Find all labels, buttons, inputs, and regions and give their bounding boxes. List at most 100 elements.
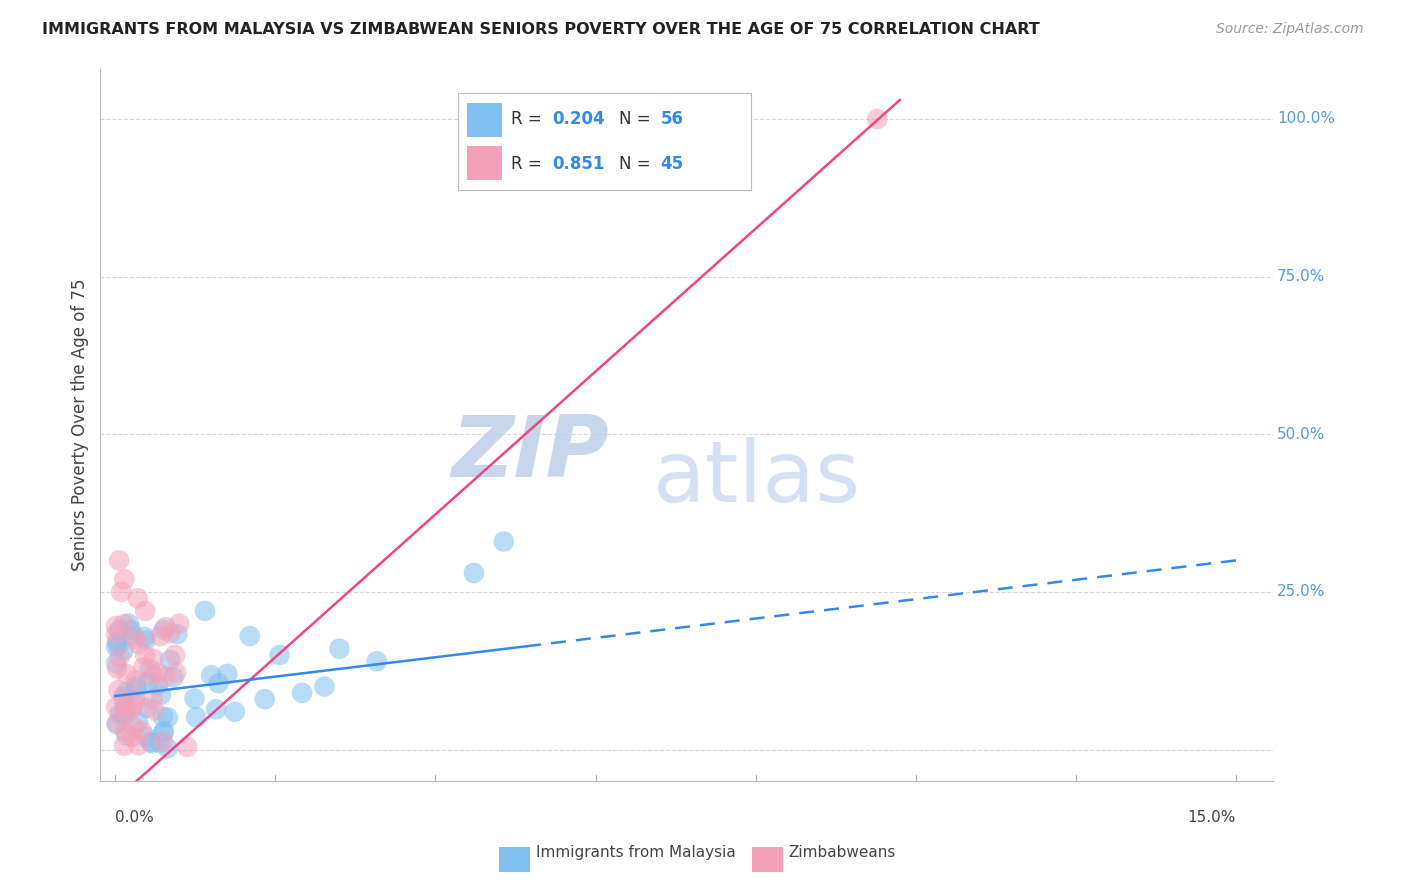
Point	[143, 703, 166, 717]
Point	[207, 676, 229, 690]
Text: 0.0%: 0.0%	[115, 810, 155, 824]
Point	[239, 629, 262, 643]
Point	[105, 700, 128, 714]
Point	[124, 673, 146, 688]
Y-axis label: Seniors Poverty Over the Age of 75: Seniors Poverty Over the Age of 75	[72, 278, 89, 571]
Point	[114, 724, 136, 739]
Point	[134, 630, 156, 644]
Point	[205, 702, 228, 716]
Point	[291, 686, 314, 700]
Point	[492, 534, 515, 549]
Point	[152, 623, 174, 637]
Point	[183, 691, 205, 706]
Point	[115, 728, 138, 742]
Point	[115, 685, 138, 699]
Point	[110, 585, 132, 599]
Point	[328, 641, 350, 656]
Point	[224, 705, 246, 719]
Point	[132, 660, 155, 674]
Point	[314, 680, 336, 694]
Point	[159, 626, 181, 640]
Point	[105, 640, 128, 654]
Point	[166, 627, 188, 641]
Point	[165, 665, 187, 680]
Point	[269, 648, 291, 662]
Point	[141, 736, 163, 750]
Point	[127, 591, 149, 606]
Point	[107, 683, 129, 698]
Point	[108, 707, 131, 722]
Point	[152, 725, 174, 739]
Point	[149, 736, 172, 750]
Text: 75.0%: 75.0%	[1277, 269, 1326, 285]
Point	[150, 688, 173, 702]
Point	[105, 657, 128, 671]
Point	[156, 741, 179, 756]
Point	[463, 566, 485, 580]
Point	[184, 710, 207, 724]
Point	[107, 639, 129, 653]
Point	[120, 623, 142, 637]
Text: 100.0%: 100.0%	[1277, 112, 1336, 127]
Point	[112, 572, 135, 586]
Point	[135, 730, 157, 744]
Point	[108, 650, 131, 665]
Point	[121, 701, 143, 715]
Point	[105, 619, 128, 633]
Point	[135, 700, 157, 714]
Text: 50.0%: 50.0%	[1277, 426, 1326, 442]
Point	[149, 629, 172, 643]
Point	[152, 734, 174, 748]
Point	[162, 670, 184, 684]
Point	[121, 628, 143, 642]
Text: Zimbabweans: Zimbabweans	[789, 846, 896, 860]
Point	[112, 739, 135, 753]
Point	[124, 693, 146, 707]
Point	[122, 720, 145, 734]
Point	[111, 690, 134, 704]
Point	[139, 662, 162, 676]
Point	[156, 710, 179, 724]
Text: 25.0%: 25.0%	[1277, 584, 1326, 599]
Point	[142, 652, 165, 666]
Point	[121, 730, 143, 744]
Point	[108, 553, 131, 567]
Point	[135, 633, 157, 648]
Point	[176, 739, 198, 754]
Point	[105, 627, 128, 641]
Point	[138, 674, 160, 689]
Point	[159, 653, 181, 667]
Point	[124, 632, 146, 646]
Point	[194, 604, 217, 618]
Point	[105, 634, 128, 648]
Point	[112, 698, 135, 712]
Point	[124, 698, 146, 712]
Point	[115, 667, 138, 681]
Point	[128, 738, 150, 752]
Text: Source: ZipAtlas.com: Source: ZipAtlas.com	[1216, 22, 1364, 37]
Text: atlas: atlas	[654, 437, 862, 520]
Point	[118, 616, 141, 631]
Point	[127, 714, 149, 729]
Point	[146, 666, 169, 681]
Point	[105, 661, 128, 675]
Point	[112, 707, 135, 722]
Point	[217, 667, 239, 681]
Text: ZIP: ZIP	[451, 412, 609, 495]
Point	[105, 717, 128, 731]
Point	[152, 710, 174, 724]
Point	[165, 648, 187, 662]
Text: 15.0%: 15.0%	[1188, 810, 1236, 824]
Point	[128, 637, 150, 651]
Point	[139, 735, 162, 749]
Point	[125, 681, 148, 696]
Point	[146, 678, 169, 692]
Point	[141, 668, 163, 682]
Point	[142, 692, 165, 706]
Point	[866, 112, 889, 126]
Point	[153, 724, 176, 739]
Point	[112, 643, 135, 657]
Text: Immigrants from Malaysia: Immigrants from Malaysia	[536, 846, 735, 860]
Point	[114, 701, 136, 715]
Point	[169, 616, 191, 631]
